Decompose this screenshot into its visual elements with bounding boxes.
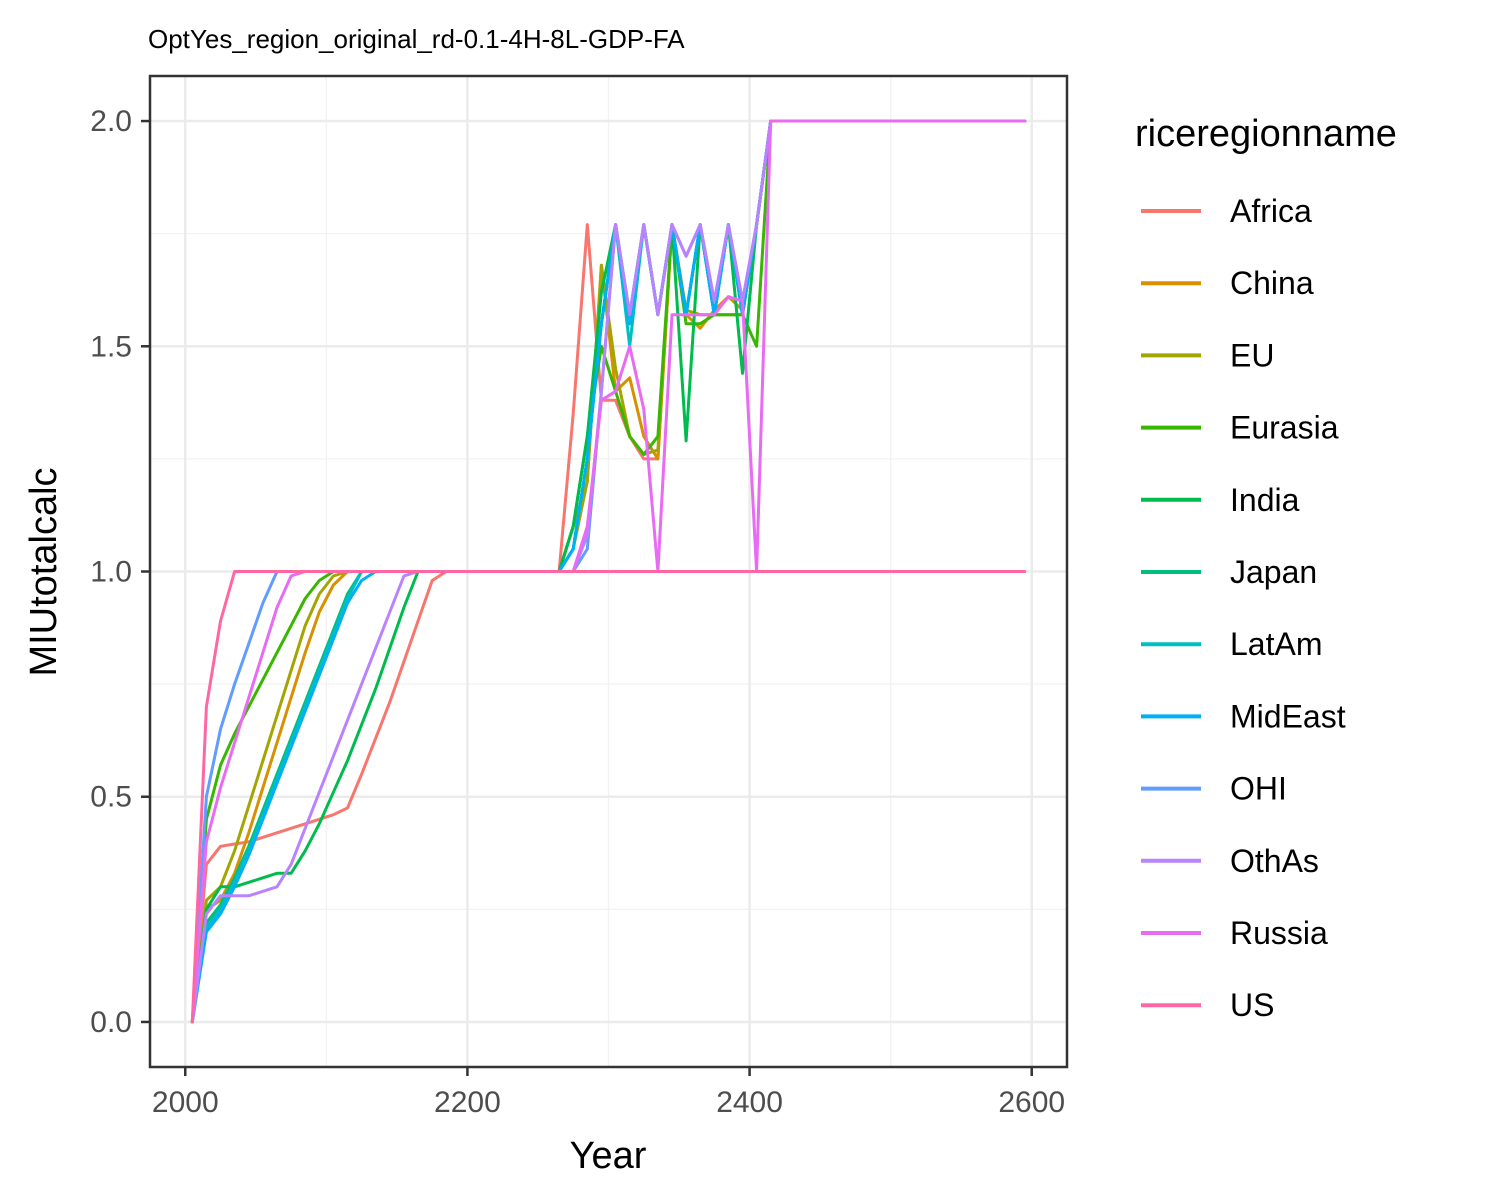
series-line-us: [190, 570, 1027, 1024]
chart-title: OptYes_region_original_rd-0.1-4H-8L-GDP-…: [148, 24, 685, 54]
legend-label: Russia: [1230, 915, 1328, 951]
y-axis-title: MIUtotalcalc: [23, 467, 65, 676]
legend-label: Japan: [1230, 554, 1317, 590]
legend: riceregionname Africa China EU Eurasia India…: [1135, 113, 1397, 1023]
legend-item-othas: OthAs: [1141, 843, 1319, 879]
legend-item-ohi: OHI: [1141, 771, 1287, 807]
legend-label: China: [1230, 265, 1314, 301]
y-tick-label: 1.0: [90, 556, 132, 589]
legend-title: riceregionname: [1135, 113, 1397, 155]
legend-item-us: US: [1141, 987, 1274, 1023]
y-tick-label: 0.0: [90, 1006, 132, 1039]
legend-label: LatAm: [1230, 626, 1322, 662]
y-tick-label: 0.5: [90, 781, 132, 814]
legend-item-mideast: MidEast: [1141, 698, 1346, 734]
legend-item-eu: EU: [1141, 337, 1274, 373]
legend-item-africa: Africa: [1141, 193, 1312, 229]
y-axis: 0.0 0.5 1.0 1.5 2.0: [90, 105, 150, 1039]
legend-item-india: India: [1141, 482, 1300, 518]
x-tick-label: 2200: [434, 1086, 501, 1119]
legend-label: OHI: [1230, 771, 1287, 807]
legend-item-russia: Russia: [1141, 915, 1328, 951]
legend-item-latam: LatAm: [1141, 626, 1322, 662]
x-axis-title: Year: [570, 1135, 647, 1177]
legend-label: Africa: [1230, 193, 1312, 229]
legend-label: India: [1230, 482, 1300, 518]
legend-label: US: [1230, 987, 1274, 1023]
legend-item-eurasia: Eurasia: [1141, 410, 1339, 446]
legend-label: Eurasia: [1230, 410, 1339, 446]
legend-label: EU: [1230, 337, 1274, 373]
legend-item-japan: Japan: [1141, 554, 1317, 590]
x-axis: 2000 2200 2400 2600: [152, 1067, 1065, 1119]
legend-label: OthAs: [1230, 843, 1319, 879]
series-line-russia: [190, 119, 1027, 1024]
series-layer: [190, 119, 1027, 1024]
legend-item-china: China: [1141, 265, 1314, 301]
legend-label: MidEast: [1230, 698, 1346, 734]
x-tick-label: 2600: [998, 1086, 1065, 1119]
y-tick-label: 2.0: [90, 105, 132, 138]
x-tick-label: 2000: [152, 1086, 219, 1119]
x-tick-label: 2400: [716, 1086, 783, 1119]
y-tick-label: 1.5: [90, 330, 132, 363]
